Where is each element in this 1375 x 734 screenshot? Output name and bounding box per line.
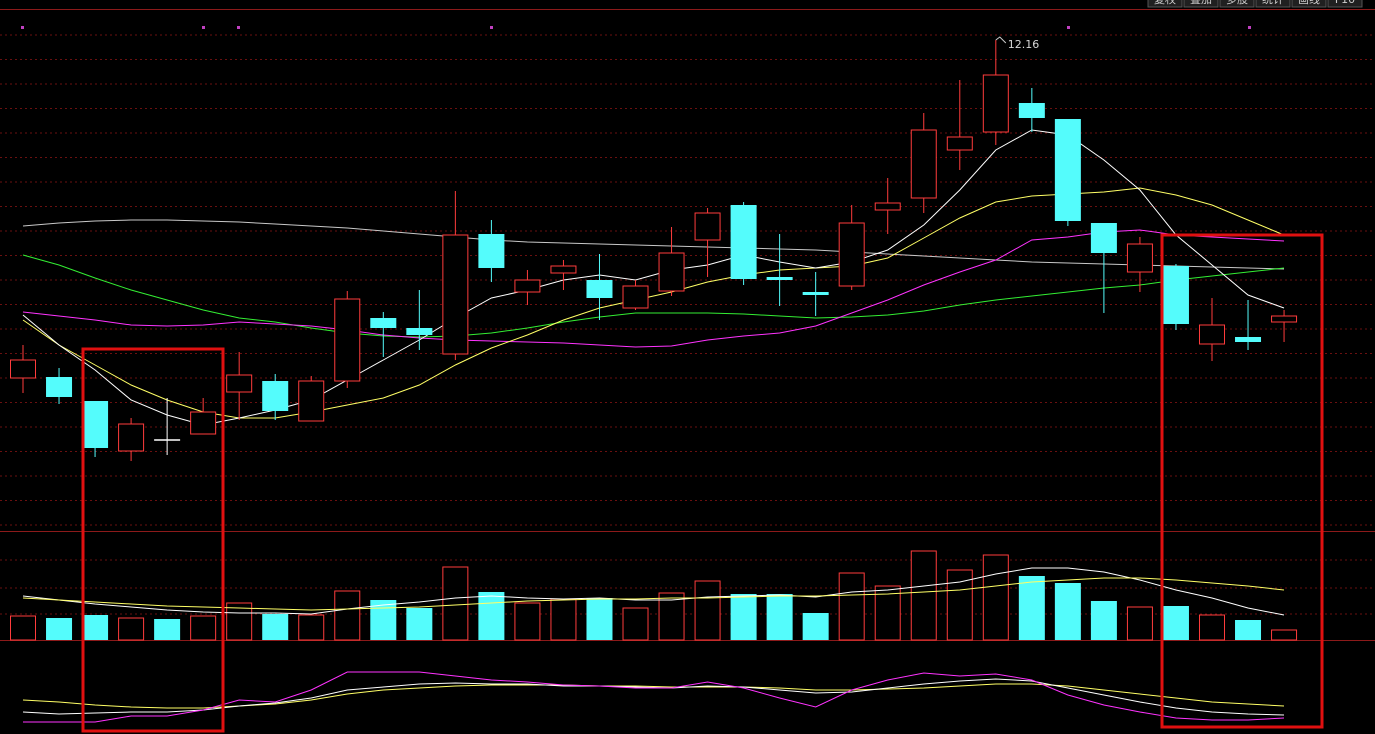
high-label: 12.16 [1008, 38, 1040, 51]
volume-bar [10, 615, 36, 641]
candle-body [118, 423, 145, 452]
ma-line [22, 577, 1285, 611]
volume-bar [1198, 614, 1225, 641]
volume-bar [46, 618, 73, 640]
toolbar-button [1327, 0, 1363, 8]
candle-body [946, 136, 973, 151]
volume-bar [406, 608, 433, 640]
highlight-box [81, 347, 225, 733]
candle-body [838, 222, 865, 287]
volume-bar [766, 594, 793, 640]
volume-bar [226, 602, 253, 641]
candle-body [1090, 223, 1117, 253]
volume-bar [478, 592, 505, 640]
toolbar-label: 统计 [1262, 0, 1284, 6]
candle-body [802, 292, 829, 295]
volume-bar [730, 594, 757, 640]
candle-body [1235, 337, 1262, 342]
toolbar-label: 多股 [1226, 0, 1248, 6]
volume-bar [1235, 620, 1262, 640]
candle-body [1271, 315, 1298, 323]
candle-body [658, 252, 685, 292]
volume-bar [370, 600, 397, 640]
volume-bar [586, 598, 613, 640]
candle-body [190, 411, 217, 435]
candle-body [586, 280, 613, 298]
toolbar: 复权 叠加 多股 统计 画线 F10 [1147, 0, 1363, 8]
volume-bar [1271, 629, 1298, 641]
volume-bar [802, 613, 829, 640]
candle-body [1198, 324, 1225, 345]
volume-bar [1054, 583, 1081, 640]
ma-line [23, 671, 1285, 723]
candle-body [46, 377, 73, 397]
volume-bar [982, 554, 1009, 641]
volume-bar [622, 607, 649, 641]
candle-body [298, 380, 325, 422]
candle-body [550, 265, 577, 274]
candle-body [910, 129, 937, 199]
volume-bar [910, 550, 937, 641]
marks: 12.16 [10, 36, 1298, 723]
toolbar-button [1219, 0, 1255, 8]
candle-body [406, 328, 433, 335]
toolbar-label: 复权 [1154, 0, 1176, 6]
ma-line [22, 229, 1285, 348]
candle-body [442, 234, 469, 355]
highlight-box [1160, 233, 1324, 729]
volume-bar [154, 619, 181, 640]
candle-body [730, 205, 757, 279]
candle-body [262, 381, 289, 411]
candle-body [874, 202, 901, 211]
candle-body [514, 279, 541, 293]
toolbar-label: 画线 [1298, 0, 1320, 6]
volume-bar [1090, 601, 1117, 640]
volume-bar [550, 598, 577, 641]
volume-bar [874, 585, 901, 641]
candle-body [1126, 243, 1153, 273]
candle-body [622, 285, 649, 309]
volume-bar [658, 592, 685, 641]
markers [21, 26, 1251, 29]
ma-line [22, 219, 1285, 270]
ma-line [22, 254, 1285, 338]
candle-body [1018, 103, 1045, 118]
toolbar-label: F10 [1335, 0, 1355, 6]
candle-body [82, 401, 109, 448]
candle-body [982, 74, 1009, 133]
toolbar-button [1255, 0, 1291, 8]
volume-bar [1018, 576, 1045, 640]
candle-body [334, 298, 361, 382]
candle-body [478, 234, 505, 268]
toolbar-label: 叠加 [1190, 0, 1212, 6]
volume-bar [838, 572, 865, 641]
volume-bar [694, 580, 721, 641]
candle-body [10, 359, 36, 379]
volume-bar [514, 602, 541, 641]
toolbar-button [1183, 0, 1219, 8]
candle-body [694, 212, 721, 241]
candle-body [1162, 266, 1189, 324]
toolbar-button [1291, 0, 1327, 8]
candle-body [226, 374, 253, 393]
candle-body [370, 318, 397, 328]
volume-bar [298, 614, 325, 641]
volume-bar [1162, 606, 1189, 640]
candle-body [766, 277, 793, 280]
volume-bar [82, 615, 109, 640]
ma-line [22, 567, 1285, 616]
toolbar-button [1147, 0, 1183, 8]
volume-bar [118, 617, 145, 641]
volume-bar [1126, 606, 1153, 641]
high-pointer [995, 36, 1007, 44]
volume-bar [442, 566, 469, 641]
volume-bar [262, 614, 289, 640]
volume-bar [190, 615, 217, 641]
volume-bar [334, 590, 361, 641]
candle-body [1054, 119, 1081, 221]
